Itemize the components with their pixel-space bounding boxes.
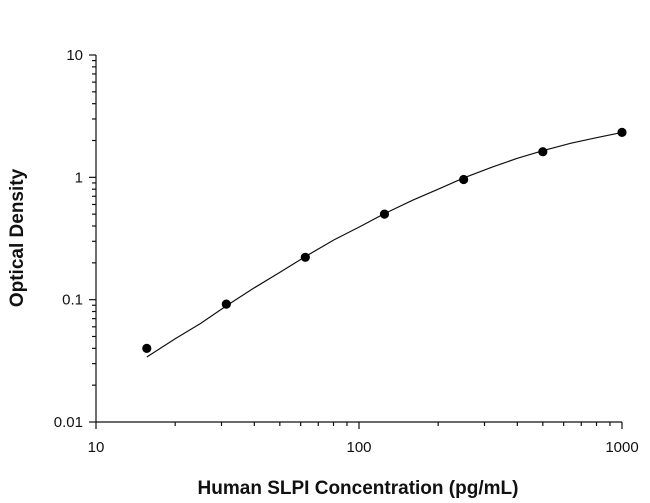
data-point	[142, 343, 152, 353]
x-axis-title: Human SLPI Concentration (pg/mL)	[198, 478, 519, 499]
y-tick-label: 10	[66, 47, 83, 64]
x-tick-label: 10	[88, 439, 105, 456]
fit-curve	[146, 131, 623, 358]
data-point	[538, 147, 548, 157]
data-point	[617, 127, 627, 137]
y-tick-label: 0.01	[54, 414, 83, 431]
plot-area: 10 1 0.1 0.01 10 100 1000	[54, 47, 639, 456]
data-point	[300, 252, 310, 262]
y-tick-label: 1	[75, 169, 83, 186]
y-tick-label: 0.1	[62, 292, 83, 309]
x-tick-label: 100	[346, 439, 371, 456]
data-point	[459, 174, 469, 185]
y-axis-title: Optical Density	[7, 168, 28, 307]
data-point	[221, 299, 231, 309]
data-point	[379, 209, 390, 219]
x-tick-label: 1000	[605, 439, 638, 456]
